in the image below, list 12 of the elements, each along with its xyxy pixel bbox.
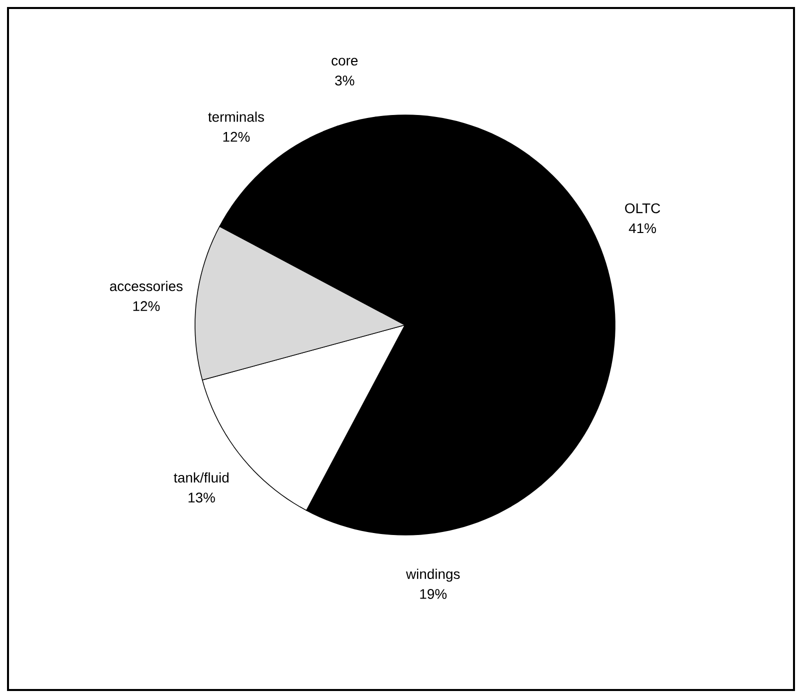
data-label: 13% (188, 492, 215, 503)
slice-label: OLTC (625, 203, 660, 214)
data-label: 19% (420, 589, 447, 599)
slice-label: terminals (208, 112, 264, 122)
slice-label: windings (406, 568, 460, 582)
data-label: 12% (223, 132, 250, 142)
slice-label: tank/fluid (174, 472, 229, 483)
data-label: 41% (628, 223, 656, 234)
slice-label: accessories (110, 280, 183, 292)
data-label: 12% (133, 301, 160, 312)
data-label: 3% (335, 76, 354, 86)
slice-label: core (332, 58, 358, 66)
